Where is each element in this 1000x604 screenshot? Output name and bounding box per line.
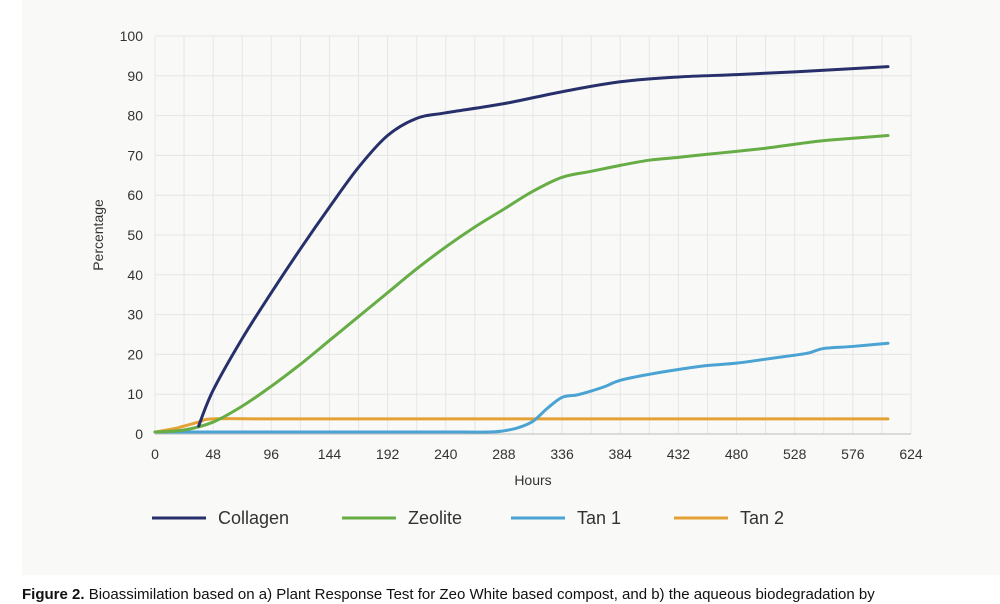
legend-label-tan-1: Tan 1 [577,508,621,528]
y-tick-label: 60 [127,187,143,203]
x-tick-label: 144 [318,446,342,462]
y-tick-label: 80 [127,108,143,124]
y-tick-label: 40 [127,267,143,283]
line-chart: 0 10 20 30 40 50 60 70 80 90 100 0 48 96 144 192 240 288 3… [90,28,923,528]
x-tick-label: 432 [667,446,691,462]
x-tick-label: 240 [434,446,458,462]
x-tick-label: 48 [205,446,221,462]
y-tick-label: 0 [135,426,143,442]
x-tick-label: 528 [783,446,807,462]
x-tick-label: 576 [841,446,865,462]
y-tick-label: 10 [127,386,143,402]
x-tick-label: 288 [492,446,516,462]
x-tick-label: 480 [725,446,749,462]
y-tick-label: 100 [120,28,144,44]
x-tick-label: 96 [264,446,280,462]
x-tick-label: 192 [376,446,400,462]
caption-label: Figure 2. [22,586,85,603]
chart-panel: 0 10 20 30 40 50 60 70 80 90 100 0 48 96 144 192 240 288 3… [22,0,1000,575]
y-tick-label: 70 [127,147,143,163]
figure-caption: Figure 2. Bioassimilation based on a) Pl… [22,586,998,604]
series-line-zeolite [153,134,890,434]
x-axis-title: Hours [514,472,551,488]
x-tick-label: 0 [151,446,159,462]
series-line-collagen [197,65,890,428]
series-line-tan-1 [153,341,890,434]
caption-text: Bioassimilation based on a) Plant Respon… [88,586,875,603]
y-tick-label: 30 [127,307,143,323]
x-tick-label: 624 [899,446,923,462]
x-tick-label: 384 [609,446,633,462]
y-axis-title: Percentage [90,199,106,271]
y-tick-label: 50 [127,227,143,243]
legend-label-tan-2: Tan 2 [740,508,784,528]
y-tick-label: 20 [127,346,143,362]
legend-label-collagen: Collagen [218,508,289,528]
legend-label-zeolite: Zeolite [408,508,462,528]
x-tick-label: 336 [550,446,574,462]
y-tick-label: 90 [127,68,143,84]
